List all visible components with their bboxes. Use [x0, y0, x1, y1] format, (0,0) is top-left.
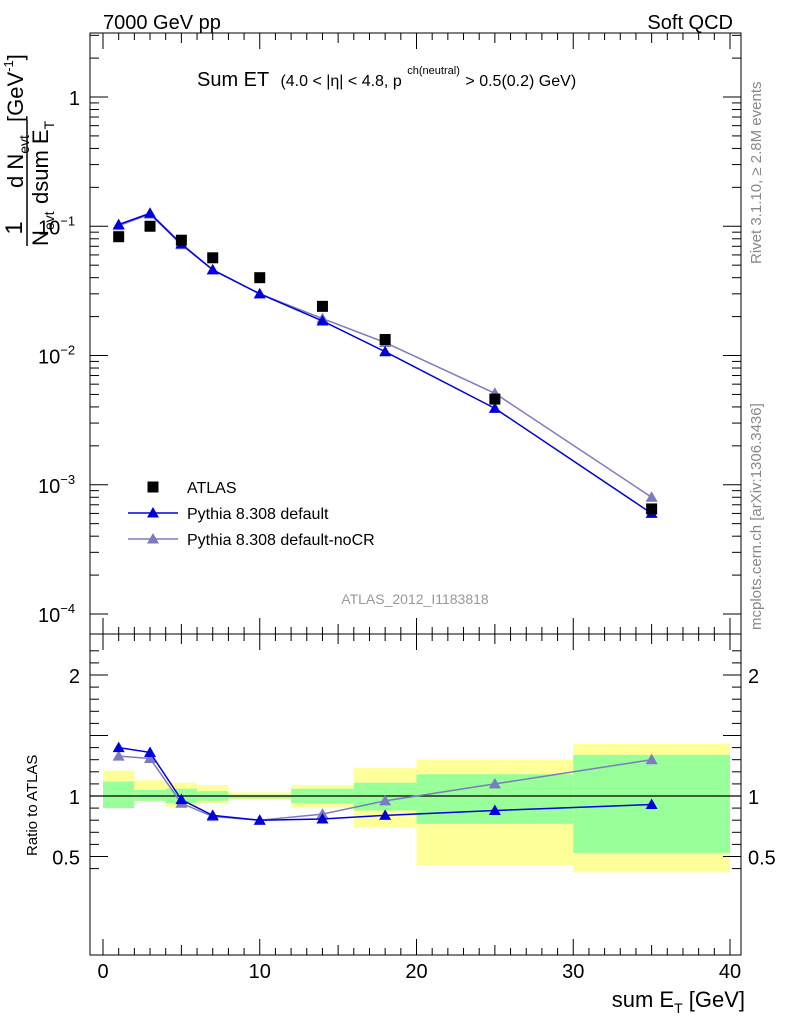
header-left: 7000 GeV pp [103, 12, 221, 34]
header-right: Soft QCD [647, 12, 733, 34]
ratio-point-default [379, 809, 392, 820]
y-tick-label-main: 10−4 [38, 601, 75, 627]
legend-marker-atlas [147, 481, 159, 493]
legend-label: Pythia 8.308 default-noCR [187, 532, 375, 549]
ylabel-one: 1 [1, 221, 28, 234]
ylabel-nevt: Nevt [28, 211, 57, 246]
plot-title-cut-b: > 0.5(0.2) GeV) [465, 73, 576, 90]
x-tick-label: 20 [405, 961, 427, 983]
axis-ticks [90, 33, 741, 955]
main-point-default [206, 263, 219, 275]
axis-tick-labels: 0 10 20 30 40 1 10−1 10−2 10−3 10−4 2 2 1 1 0.5 0.5 [38, 88, 776, 983]
main-point-default [144, 207, 157, 218]
main-point-default [253, 287, 266, 299]
x-tick-label: 40 [719, 961, 741, 983]
ratio-point-default [175, 793, 188, 805]
main-point-atlas [144, 220, 156, 232]
main-point-atlas [646, 503, 658, 515]
ratio-point-nocr [645, 753, 658, 765]
ratio-point-default [144, 746, 157, 757]
ratio-y-axis-label: Ratio to ATLAS [24, 755, 41, 856]
ratio-point-nocr [144, 752, 157, 763]
y-tick-label-ratio-left: 0.5 [52, 848, 80, 870]
legend-marker [147, 533, 159, 544]
ratio-point-nocr [112, 750, 125, 761]
x-tick-label: 10 [249, 961, 271, 983]
main-series-layer [112, 207, 658, 518]
ratio-point-default [206, 809, 219, 820]
main-point-default [379, 345, 392, 357]
y-tick-label-main: 10−1 [38, 213, 75, 239]
ratio-point-default [316, 812, 329, 824]
main-point-atlas [254, 272, 266, 284]
legend-label: ATLAS [187, 480, 237, 497]
main-line-default [118, 212, 653, 515]
plot-title-main: Sum ET [197, 69, 269, 91]
legend-label: Pythia 8.308 default [187, 506, 329, 523]
rivet-label: Rivet 3.1.10, ≥ 2.8M events [748, 82, 765, 265]
x-tick-label: 30 [562, 961, 584, 983]
main-point-nocr [645, 491, 658, 502]
band-stat-4 [228, 794, 292, 799]
plot-title: Sum ET (4.0 < |η| < 4.8, p ch(neutral) >… [197, 57, 576, 91]
ratio-point-default [488, 804, 501, 816]
ratio-plot-frame [89, 633, 742, 956]
ratio-point-default [253, 814, 266, 825]
main-point-atlas [175, 234, 187, 246]
analysis-watermark: ATLAS_2012_I1183818 [341, 591, 489, 607]
ylabel-unit: [GeV-1] [1, 54, 28, 122]
main-point-default [316, 314, 329, 326]
band-stat-1 [134, 789, 166, 801]
y-tick-label-ratio-left: 1 [69, 787, 80, 809]
y-tick-label-ratio-right: 0.5 [748, 848, 776, 870]
ratio-point-default [645, 798, 658, 809]
x-tick-label: 0 [97, 961, 108, 983]
main-point-atlas [379, 333, 391, 345]
ratio-series-layer [112, 741, 658, 825]
main-point-atlas [113, 231, 125, 243]
y-tick-label-main: 10−2 [38, 343, 75, 369]
plot-title-cut-sup: ch(neutral) [407, 65, 460, 77]
main-point-default [112, 218, 125, 230]
band-stat-0 [103, 781, 135, 809]
y-tick-label-ratio-right: 1 [748, 787, 759, 809]
ratio-point-nocr [379, 794, 392, 806]
main-point-atlas [316, 300, 328, 312]
plot-title-cut-a: (4.0 < |η| < 4.8, p [280, 73, 401, 90]
y-tick-label-ratio-right: 2 [748, 666, 759, 688]
y-tick-label-ratio-left: 2 [69, 666, 80, 688]
main-y-axis-label: 1 Nevt d Nevt dsum ET [GeV-1] [1, 54, 57, 246]
main-point-default [488, 402, 501, 413]
ylabel-dn: d Nevt [3, 135, 32, 188]
legend: ATLAS Pythia 8.308 default Pythia 8.308 de… [128, 480, 375, 549]
main-point-atlas [207, 252, 219, 264]
ratio-point-default [112, 741, 125, 753]
legend-marker [147, 507, 159, 518]
main-point-atlas [489, 393, 501, 405]
y-tick-label-main: 1 [69, 88, 80, 110]
ylabel-dsum: dsum ET [28, 120, 57, 204]
y-tick-label-main: 10−3 [38, 472, 75, 498]
x-axis-label: sum ET [GeV] [612, 987, 745, 1016]
ratio-point-nocr [488, 777, 501, 789]
mcplots-label: mcplots.cern.ch [arXiv:1306.3436] [748, 403, 765, 630]
